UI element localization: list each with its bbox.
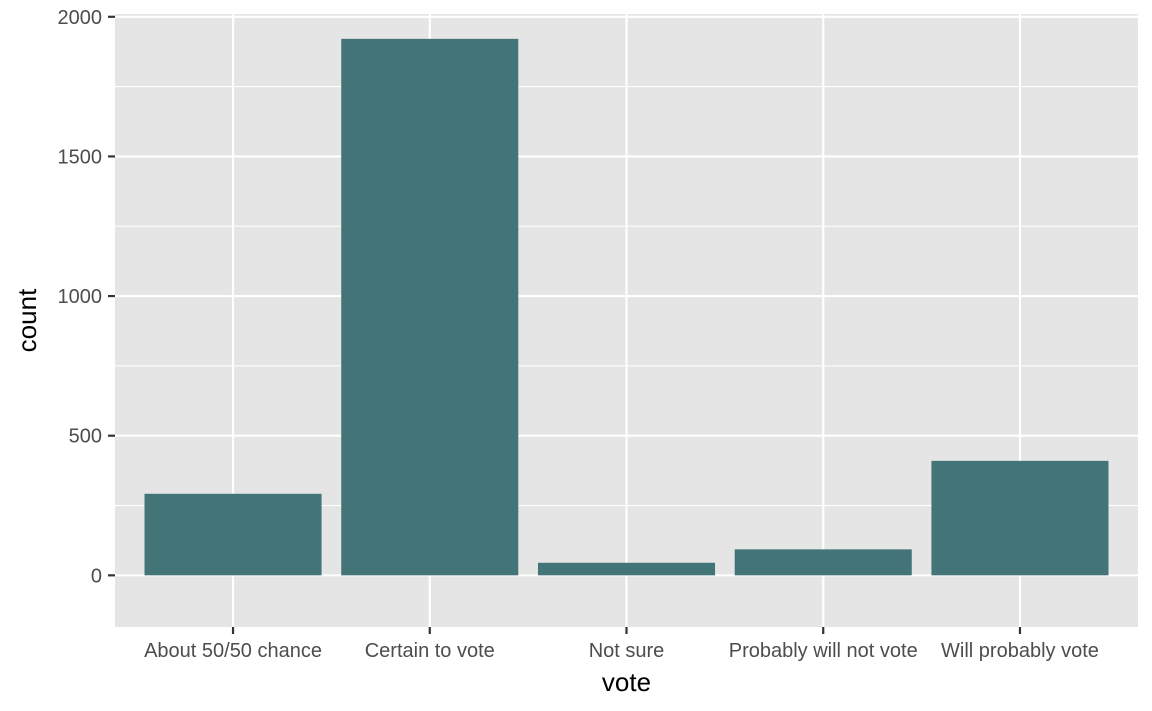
x-tick-label: Not sure: [589, 640, 665, 662]
x-tick-label: Will probably vote: [941, 640, 1099, 662]
y-tick-label: 0: [91, 565, 102, 587]
x-axis: About 50/50 chance Certain to vote Not sur…: [144, 627, 1099, 662]
bar-will-probably-vote: [931, 460, 1109, 576]
x-tick-label: Certain to vote: [365, 640, 495, 662]
bar-not-sure: [537, 562, 716, 576]
bars: [144, 38, 1109, 576]
y-tick-label: 2000: [58, 7, 103, 29]
y-tick-label: 1000: [58, 286, 103, 308]
bar-probably-will-not-vote: [734, 549, 912, 576]
y-tick-label: 1500: [58, 146, 103, 168]
x-axis-title: vote: [602, 667, 651, 697]
bar-about-50-50-chance: [144, 493, 322, 576]
bar-certain-to-vote: [341, 38, 519, 576]
x-tick-label: Probably will not vote: [729, 640, 918, 662]
y-tick-label: 500: [69, 426, 102, 448]
y-axis: 0 500 1000 1500 2000: [58, 7, 115, 587]
y-axis-title: count: [12, 288, 42, 352]
x-tick-label: About 50/50 chance: [144, 640, 322, 662]
